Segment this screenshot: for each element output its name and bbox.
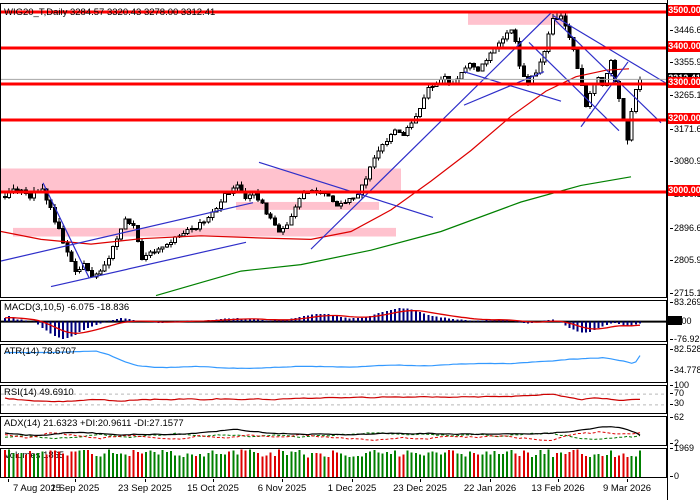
trendline[interactable]	[528, 42, 620, 132]
time-axis-tick	[352, 479, 353, 482]
volume-bars	[4, 449, 641, 477]
trendline[interactable]	[1, 202, 254, 262]
time-axis-tick	[558, 479, 559, 482]
macd-signal-line	[4, 309, 641, 334]
time-axis-tick	[282, 479, 283, 482]
zone-rect[interactable]	[468, 12, 568, 25]
time-axis-label: 22 Jan 2026	[463, 483, 517, 494]
macd-canvas[interactable]	[1, 301, 666, 341]
levels-layer	[1, 10, 666, 194]
atr-axis-label: 34.7789	[670, 365, 700, 376]
time-axis-label: 1 Sep 2025	[50, 483, 100, 494]
trendline[interactable]	[310, 12, 552, 250]
zone-rect[interactable]	[13, 227, 396, 237]
adx-canvas[interactable]	[1, 417, 666, 445]
macd-current-badge	[668, 316, 682, 326]
trendline[interactable]	[258, 161, 434, 219]
level-price-badge: 3300.00	[668, 77, 700, 89]
level-price-badge: 3500.00	[668, 5, 700, 17]
rsi-axis-label: 100	[670, 380, 700, 391]
rsi-label: RSI(14) 49.6910	[4, 387, 74, 398]
time-axis-label: 7 Aug 2025	[12, 483, 62, 494]
atr-line	[5, 350, 641, 370]
level-price-badge: 3400.00	[668, 41, 700, 53]
time-axis-tick	[420, 479, 421, 482]
volume-axis-label: 1969	[670, 443, 700, 454]
rsi-canvas[interactable]	[1, 386, 666, 413]
trendline[interactable]	[580, 61, 629, 128]
time-axis-tick	[490, 479, 491, 482]
trendline[interactable]	[463, 71, 545, 106]
time-axis-label: 23 Sep 2025	[118, 483, 172, 494]
volume-axis-label: 0	[670, 471, 700, 482]
adx-line	[4, 426, 641, 437]
level-price-badge: 3200.00	[668, 113, 700, 125]
trendline[interactable]	[42, 182, 90, 278]
macd-label: MACD(3,10,5) -6.075 -18.836	[4, 302, 130, 313]
price-axis-label: 3355.90	[670, 57, 700, 68]
zone-rect[interactable]	[236, 201, 379, 210]
trendline[interactable]	[50, 241, 247, 288]
price-axis-label: 2896.65	[670, 223, 700, 234]
chart-title: WIG20_T,Daily 3284.57 3320.43 3278.00 33…	[4, 7, 216, 18]
time-axis-tick	[145, 479, 146, 482]
time-axis-tick	[213, 479, 214, 482]
main-chart-panel: WIG20_T,Daily 3284.57 3320.43 3278.00 33…	[0, 3, 667, 298]
atr-canvas[interactable]	[1, 345, 666, 382]
time-axis-label: 9 Mar 2026	[602, 483, 652, 494]
price-axis-label: 2715.15	[670, 288, 700, 299]
plus-di-line	[4, 432, 641, 440]
macd-axis-label: 83.269	[670, 297, 700, 308]
adx-axis-label: 62	[670, 412, 700, 423]
time-axis-label: 1 Dec 2025	[327, 483, 377, 494]
minus-di-line	[4, 431, 641, 442]
price-axis-label: 3265.15	[670, 90, 700, 101]
supply-demand-zones	[1, 12, 568, 237]
main-chart-canvas[interactable]	[1, 4, 666, 297]
time-axis-label: 23 Dec 2025	[393, 483, 447, 494]
time-axis-label: 6 Nov 2025	[257, 483, 307, 494]
price-axis-label: 3080.90	[670, 156, 700, 167]
atr-label: ATR(14) 78.6707	[4, 346, 77, 357]
price-axis-label: 3446.65	[670, 25, 700, 36]
adx-axis-label: 2	[670, 438, 700, 449]
macd-panel: MACD(3,10,5) -6.075 -18.836	[0, 300, 667, 342]
zone-rect[interactable]	[1, 168, 401, 192]
adx-label: ADX(14) 21.6323 +DI:20.9611 -DI:27.1577	[4, 418, 184, 429]
rsi-axis-label: 70	[670, 388, 700, 399]
volumes-canvas[interactable]	[1, 449, 666, 477]
adx-panel: ADX(14) 21.6323 +DI:20.9611 -DI:27.1577	[0, 416, 667, 446]
atr-panel: ATR(14) 78.6707	[0, 344, 667, 383]
rsi-axis-label: 30	[670, 398, 700, 409]
time-axis-tick	[627, 479, 628, 482]
time-axis-tick	[75, 479, 76, 482]
rsi-line	[4, 393, 640, 403]
time-axis-tick	[8, 479, 9, 482]
macd-axis-label: -76.923	[670, 334, 700, 345]
volumes-panel: Volumes 1865	[0, 448, 667, 478]
level-price-badge: 3000.00	[668, 185, 700, 197]
time-axis[interactable]: 7 Aug 2025 1 Sep 2025 23 Sep 2025 15 Oct 20…	[0, 479, 667, 500]
price-axis-label: 2805.90	[670, 255, 700, 266]
trendlines-layer	[1, 12, 666, 288]
time-axis-label: 15 Oct 2025	[187, 483, 239, 494]
ma-red-line	[1, 68, 630, 245]
time-axis-label: 13 Feb 2026	[531, 483, 585, 494]
trendline[interactable]	[553, 18, 662, 124]
candles-layer	[3, 12, 642, 280]
rsi-panel: RSI(14) 49.6910	[0, 385, 667, 414]
price-axis[interactable]: 3446.653355.903265.153171.653080.902990.…	[667, 0, 700, 500]
price-axis-label: 3171.65	[670, 124, 700, 135]
trendline[interactable]	[463, 71, 562, 102]
